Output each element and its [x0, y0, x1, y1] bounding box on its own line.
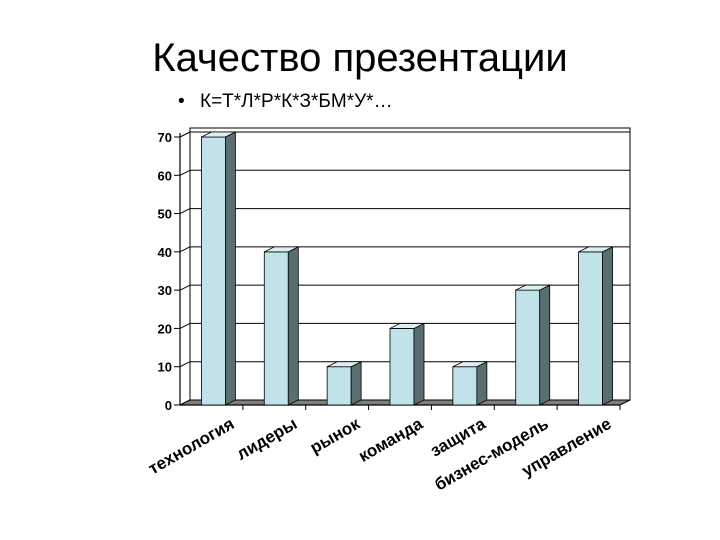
bar-side [225, 131, 236, 406]
bar-3 [326, 361, 362, 406]
bullet-text: К=Т*Л*Р*К*З*БМ*У*… [200, 91, 393, 112]
bar-front [326, 366, 352, 406]
bar-side [539, 284, 551, 406]
bar-side [287, 246, 299, 406]
grid-diagonal [179, 131, 191, 138]
bar-4 [389, 322, 425, 406]
bar-top [264, 246, 299, 253]
bar-2 [263, 246, 299, 406]
bar-front [201, 136, 226, 406]
grid-diagonal [179, 246, 191, 253]
bar-top [201, 131, 236, 138]
bar-side [413, 322, 425, 406]
bar-top [515, 284, 550, 291]
bar-side [602, 246, 613, 406]
grid-diagonal [179, 208, 191, 215]
bar-5 [452, 361, 488, 406]
x-category-label: команда [355, 414, 426, 466]
bar-top [326, 361, 362, 368]
x-category-label: лидеры [233, 414, 300, 464]
bullet-marker: • [178, 91, 185, 112]
grid-diagonal [179, 322, 191, 329]
bullet-formula: • К=Т*Л*Р*К*З*БМ*У*… [178, 90, 393, 114]
y-tick-label: 0 [165, 398, 172, 413]
bar-front [578, 251, 603, 406]
bar-front [389, 328, 415, 406]
bar-layer [201, 131, 613, 406]
bar-top [452, 361, 488, 368]
bar-front [515, 289, 541, 406]
y-tick-label: 40 [158, 245, 172, 260]
y-tick-label: 30 [158, 283, 172, 298]
bar-top [389, 323, 425, 329]
bar-1 [201, 131, 236, 406]
y-tick-label: 70 [158, 130, 172, 145]
bar-front [263, 251, 289, 406]
grid-diagonal [179, 361, 191, 368]
bar-top [578, 246, 613, 253]
bar-7 [578, 246, 613, 406]
y-tick-label: 10 [158, 360, 172, 375]
grid-diagonal [179, 169, 191, 176]
y-tick-label: 60 [158, 168, 172, 183]
bar-side [350, 361, 362, 406]
grid-diagonal [179, 284, 191, 291]
bar-front [452, 366, 478, 406]
y-tick-label: 20 [158, 321, 172, 336]
x-category-label: технология [145, 414, 237, 478]
bar-6 [515, 284, 551, 406]
y-tick-label: 50 [158, 207, 172, 222]
bar-side [476, 361, 488, 406]
slide-title: Качество презентации [152, 36, 568, 80]
